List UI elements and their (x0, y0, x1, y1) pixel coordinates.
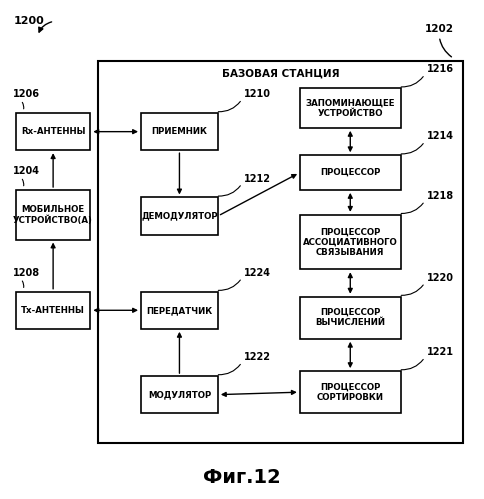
Text: 1210: 1210 (244, 89, 272, 99)
Text: ЗАПОМИНАЮЩЕЕ
УСТРОЙСТВО: ЗАПОМИНАЮЩЕЕ УСТРОЙСТВО (305, 98, 395, 118)
Text: ПРОЦЕССОР
СОРТИРОВКИ: ПРОЦЕССОР СОРТИРОВКИ (317, 382, 384, 402)
Text: 1220: 1220 (427, 273, 454, 283)
Text: 1216: 1216 (427, 64, 454, 74)
Text: ПРОЦЕССОР: ПРОЦЕССОР (320, 168, 380, 177)
Bar (16, 292, 91, 329)
Bar (141, 292, 218, 329)
Text: 1204: 1204 (14, 166, 41, 176)
Text: ПЕРЕДАТЧИК: ПЕРЕДАТЧИК (146, 306, 212, 315)
Text: МОБИЛЬНОЕ
УСТРОЙСТВО(А): МОБИЛЬНОЕ УСТРОЙСТВО(А) (13, 205, 93, 225)
Text: 1218: 1218 (427, 191, 454, 201)
Bar (16, 113, 91, 150)
Text: 1208: 1208 (14, 268, 41, 278)
Text: 1222: 1222 (244, 352, 272, 362)
Text: 1224: 1224 (244, 268, 272, 278)
Text: 1212: 1212 (244, 174, 272, 184)
Bar (300, 155, 401, 190)
Text: БАЗОВАЯ СТАНЦИЯ: БАЗОВАЯ СТАНЦИЯ (222, 68, 339, 78)
Bar (141, 198, 218, 235)
Bar (300, 88, 401, 128)
Bar (141, 113, 218, 150)
Text: 1206: 1206 (14, 89, 41, 99)
Text: ДЕМОДУЛЯТОР: ДЕМОДУЛЯТОР (141, 212, 218, 221)
Bar (300, 215, 401, 269)
Text: ПРОЦЕССОР
ВЫЧИСЛЕНИЙ: ПРОЦЕССОР ВЫЧИСЛЕНИЙ (315, 308, 385, 327)
Text: 1214: 1214 (427, 131, 454, 141)
Bar (98, 61, 463, 443)
Text: Фиг.12: Фиг.12 (203, 468, 281, 487)
Bar (300, 296, 401, 339)
Text: 1202: 1202 (425, 23, 454, 57)
Text: ПРИЕМНИК: ПРИЕМНИК (151, 127, 208, 136)
Text: Tx-АНТЕННЫ: Tx-АНТЕННЫ (21, 306, 85, 315)
Bar (141, 376, 218, 413)
Bar (16, 190, 91, 240)
Text: 1200: 1200 (14, 16, 44, 26)
Text: Rx-АНТЕННЫ: Rx-АНТЕННЫ (21, 127, 85, 136)
Text: 1221: 1221 (427, 347, 454, 357)
Bar (300, 371, 401, 413)
Text: ПРОЦЕССОР
АССОЦИАТИВНОГО
СВЯЗЫВАНИЯ: ПРОЦЕССОР АССОЦИАТИВНОГО СВЯЗЫВАНИЯ (303, 227, 398, 257)
Text: МОДУЛЯТОР: МОДУЛЯТОР (148, 390, 211, 399)
